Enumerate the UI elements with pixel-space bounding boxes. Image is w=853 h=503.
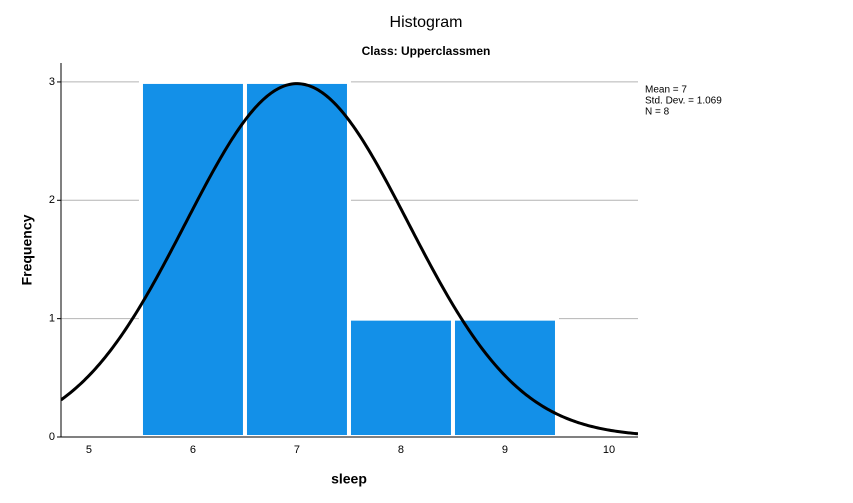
x-tick-label: 10 (603, 444, 615, 456)
x-tick-label: 5 (86, 444, 92, 456)
chart-title: Histogram (390, 14, 463, 31)
bar (138, 79, 247, 439)
x-axis-label: sleep (331, 471, 367, 487)
bar (242, 79, 351, 439)
bar (450, 316, 559, 439)
y-tick-label: 0 (49, 431, 55, 443)
y-tick-label: 2 (49, 194, 55, 206)
y-tick-label: 3 (49, 76, 55, 88)
chart-subtitle: Class: Upperclassmen (362, 44, 491, 58)
y-axis-label: Frequency (19, 214, 35, 285)
x-tick-label: 8 (398, 444, 404, 456)
x-tick-label: 9 (502, 444, 508, 456)
stat-label: Mean = 7 (645, 85, 687, 96)
x-tick-label: 7 (294, 444, 300, 456)
y-tick-label: 1 (49, 313, 55, 325)
bar (346, 316, 455, 439)
stat-label: Std. Dev. = 1.069 (645, 96, 722, 107)
stat-label: N = 8 (645, 107, 670, 118)
x-tick-label: 6 (190, 444, 196, 456)
normal-curve (61, 82, 638, 436)
